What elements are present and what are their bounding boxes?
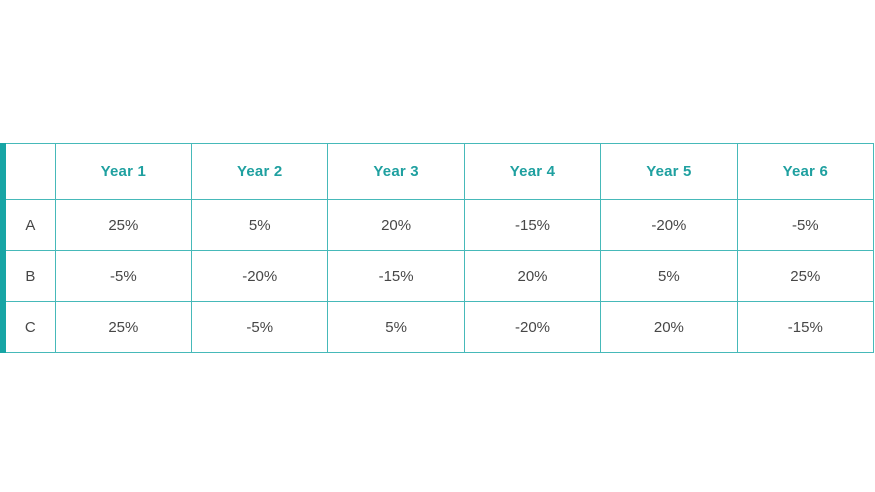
cell-a-year4: -15% bbox=[463, 199, 602, 251]
cell-b-year2: -20% bbox=[191, 250, 329, 302]
table-row: C 25% -5% 5% -20% 20% -15% bbox=[2, 301, 875, 353]
cell-c-year4: -20% bbox=[463, 301, 602, 353]
cell-b-year5: 5% bbox=[600, 250, 738, 302]
cell-a-year6: -5% bbox=[736, 199, 875, 251]
cell-c-year2: -5% bbox=[191, 301, 329, 353]
row-label-b: B bbox=[2, 250, 56, 302]
column-header-year6: Year 6 bbox=[736, 143, 875, 200]
column-header-year2: Year 2 bbox=[191, 143, 329, 200]
column-header-year1: Year 1 bbox=[54, 143, 193, 200]
column-header-year4: Year 4 bbox=[463, 143, 602, 200]
cell-a-year3: 20% bbox=[327, 199, 465, 251]
cell-c-year5: 20% bbox=[600, 301, 738, 353]
returns-table: Year 1 Year 2 Year 3 Year 4 Year 5 Year … bbox=[0, 143, 875, 353]
corner-cell bbox=[2, 143, 56, 200]
cell-a-year1: 25% bbox=[54, 199, 193, 251]
table-row: A 25% 5% 20% -15% -20% -5% bbox=[2, 199, 875, 251]
cell-c-year1: 25% bbox=[54, 301, 193, 353]
table-body: A 25% 5% 20% -15% -20% -5% B -5% -20% -1… bbox=[2, 199, 875, 353]
cell-a-year5: -20% bbox=[600, 199, 738, 251]
cell-b-year1: -5% bbox=[54, 250, 193, 302]
cell-c-year6: -15% bbox=[736, 301, 875, 353]
column-header-year3: Year 3 bbox=[327, 143, 465, 200]
cell-b-year6: 25% bbox=[736, 250, 875, 302]
cell-b-year4: 20% bbox=[463, 250, 602, 302]
header-row: Year 1 Year 2 Year 3 Year 4 Year 5 Year … bbox=[2, 143, 875, 200]
row-label-a: A bbox=[2, 199, 56, 251]
table-row: B -5% -20% -15% 20% 5% 25% bbox=[2, 250, 875, 302]
row-label-c: C bbox=[2, 301, 56, 353]
cell-a-year2: 5% bbox=[191, 199, 329, 251]
column-header-year5: Year 5 bbox=[600, 143, 738, 200]
cell-b-year3: -15% bbox=[327, 250, 465, 302]
cell-c-year3: 5% bbox=[327, 301, 465, 353]
table-header: Year 1 Year 2 Year 3 Year 4 Year 5 Year … bbox=[2, 143, 875, 200]
